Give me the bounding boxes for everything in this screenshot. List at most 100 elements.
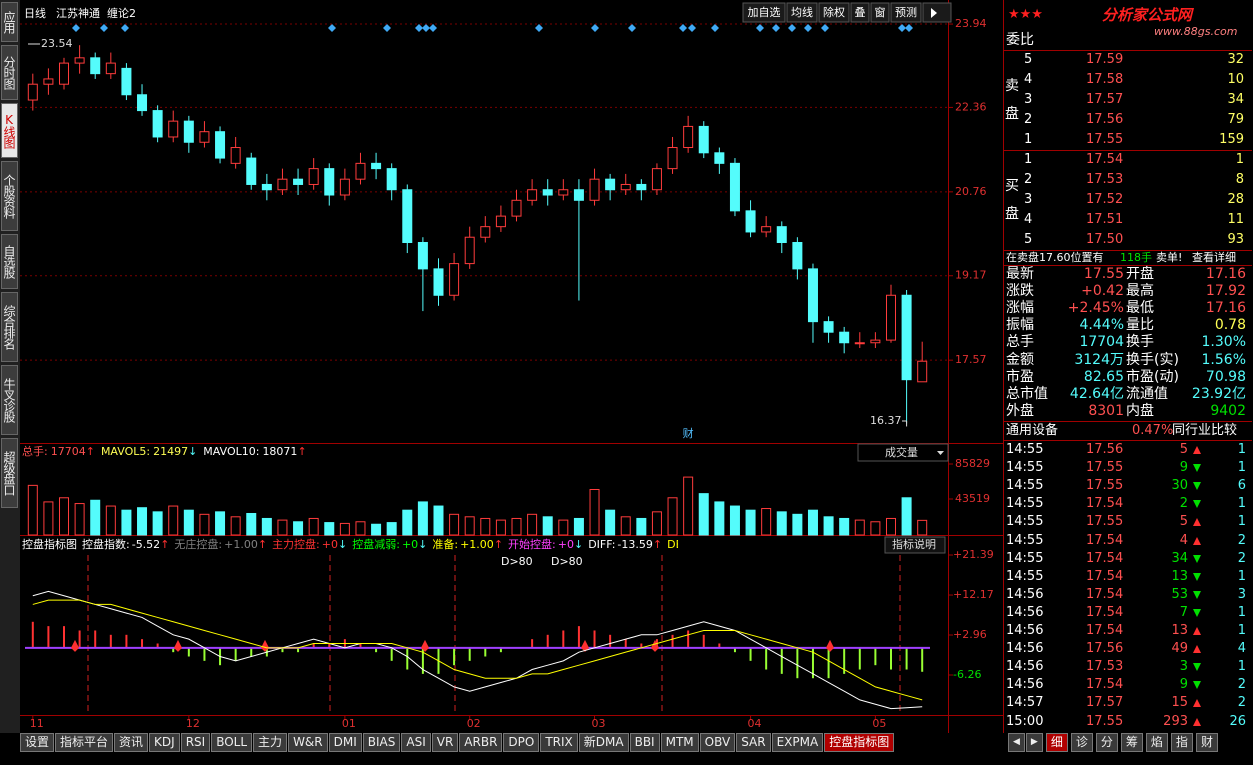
volume-bar bbox=[511, 517, 522, 536]
indicator-tab[interactable]: ARBR bbox=[459, 733, 503, 752]
toolbar-button-bg bbox=[786, 2, 818, 23]
sidebar-tab[interactable]: 分时图 bbox=[1, 45, 18, 100]
indicator-tab[interactable]: BIAS bbox=[362, 733, 401, 752]
selector-box[interactable] bbox=[857, 443, 949, 462]
toolbar-button[interactable]: 加自选 bbox=[748, 6, 781, 19]
indicator-tab[interactable]: BBI bbox=[629, 733, 660, 752]
toolbar-button[interactable]: 除权 bbox=[823, 5, 845, 19]
row: 委比 www.88gs.com bbox=[1004, 25, 1252, 50]
volume-bar bbox=[215, 511, 226, 536]
indicator-tab[interactable]: 新DMA bbox=[578, 733, 629, 752]
tick-price: 17.54 bbox=[1086, 532, 1124, 548]
panel-tab[interactable]: 指 bbox=[1170, 733, 1193, 752]
volume-bar bbox=[27, 484, 38, 536]
explain-button[interactable] bbox=[884, 536, 946, 554]
row: 5 17.50 93 bbox=[1004, 230, 1252, 250]
candle-body bbox=[215, 131, 226, 159]
panel-tab[interactable]: 财 bbox=[1195, 733, 1218, 752]
volume-bar bbox=[324, 522, 335, 536]
candle-body bbox=[433, 268, 444, 296]
sidebar-tab[interactable]: 个股资料 bbox=[1, 161, 18, 231]
quote-panel: ★★★ 分析家公式网 委比 www.88gs.com 5 17.59 32 4 17.58 10 3… bbox=[1003, 0, 1253, 733]
signal-diamond bbox=[756, 24, 764, 32]
sidebar-tab[interactable]: 自选股 bbox=[1, 234, 18, 289]
toolbar-button[interactable]: 窗 bbox=[875, 5, 886, 19]
volume-bar bbox=[527, 513, 538, 536]
indicator-tab[interactable]: W&R bbox=[288, 733, 328, 752]
industry-link[interactable]: 同行业比较 bbox=[1172, 423, 1238, 438]
indicator-tab[interactable]: EXPMA bbox=[771, 733, 824, 752]
indicator-tab[interactable]: 控盘指标图 bbox=[824, 733, 895, 752]
volume-bar bbox=[542, 516, 553, 536]
row: 14:56 17.56 49 4 bbox=[1004, 640, 1252, 658]
tick-price: 17.56 bbox=[1086, 442, 1124, 457]
tick-time: 15:00 bbox=[1006, 713, 1044, 729]
indicator-tab[interactable]: OBV bbox=[699, 733, 736, 752]
price: 17.54 bbox=[1086, 152, 1124, 167]
indicator-tab[interactable]: KDJ bbox=[149, 733, 180, 752]
volume-bar bbox=[651, 511, 662, 536]
selector[interactable]: 成交量 bbox=[885, 445, 918, 459]
volume: 34 bbox=[1227, 92, 1244, 107]
panel-tab[interactable]: 分 bbox=[1095, 733, 1118, 752]
legend-label: MAVOL5: bbox=[101, 445, 150, 458]
sidebar-tab[interactable]: K线图 bbox=[1, 103, 18, 158]
indicator-tab[interactable]: RSI bbox=[180, 733, 211, 752]
indicator-tab[interactable]: MTM bbox=[660, 733, 699, 752]
volume-bar bbox=[74, 503, 85, 536]
volume: 11 bbox=[1227, 212, 1244, 227]
signal-diamond bbox=[772, 24, 780, 32]
candle-body bbox=[573, 189, 584, 201]
legend-label: 控盘指数: bbox=[82, 537, 130, 551]
indicator-tab[interactable]: SAR bbox=[736, 733, 771, 752]
stat-label: 最新 bbox=[1006, 266, 1034, 282]
toolbar-button[interactable]: 叠 bbox=[855, 6, 866, 19]
y-tick-label: +12.17 bbox=[953, 588, 994, 601]
indicator-tab[interactable]: TRIX bbox=[540, 733, 578, 752]
tick-volume: 13 bbox=[1171, 568, 1188, 584]
panel-tab[interactable]: 筹 bbox=[1120, 733, 1143, 752]
sidebar-tab[interactable]: 牛叉诊股 bbox=[1, 365, 18, 435]
stat-label: 市盈(动) bbox=[1126, 368, 1179, 385]
indicator-tab[interactable]: 指标平台 bbox=[55, 733, 114, 752]
indicator-tab[interactable]: BOLL bbox=[211, 733, 253, 752]
candle-body bbox=[792, 241, 803, 270]
volume-bar bbox=[417, 501, 428, 536]
stat-value: 17.92 bbox=[1205, 283, 1246, 300]
indicator-tab[interactable]: 主力 bbox=[253, 733, 288, 752]
tick-time: 14:55 bbox=[1006, 532, 1044, 548]
sidebar-tab[interactable]: 应用 bbox=[1, 2, 18, 42]
indicator-tab[interactable]: 设置 bbox=[20, 733, 55, 752]
menu-button[interactable] bbox=[922, 2, 952, 23]
tick-time: 14:55 bbox=[1006, 460, 1044, 476]
event-marker[interactable]: 财 bbox=[683, 426, 694, 440]
panel-tab[interactable]: 诊 bbox=[1070, 733, 1093, 752]
tick-time: 14:55 bbox=[1006, 478, 1044, 494]
alert-link[interactable]: 查看详细 bbox=[1192, 251, 1236, 264]
volume-bar bbox=[433, 505, 444, 536]
sidebar-tab[interactable]: 超级盘口 bbox=[1, 438, 18, 508]
indicator-tab[interactable]: ASI bbox=[401, 733, 431, 752]
explain-label[interactable]: 指标说明 bbox=[892, 537, 936, 551]
scroll-button[interactable]: ◀ bbox=[1008, 733, 1025, 752]
sidebar-tab[interactable]: 综合排名 bbox=[1, 292, 18, 362]
tick-time: 14:56 bbox=[1006, 677, 1044, 693]
toolbar-button[interactable]: 均线 bbox=[791, 5, 813, 19]
tick-count: 1 bbox=[1237, 442, 1246, 457]
toolbar-button[interactable]: 预测 bbox=[895, 6, 917, 19]
indicator-tab[interactable]: DPO bbox=[503, 733, 540, 752]
candle-body bbox=[121, 67, 132, 96]
candle-body bbox=[683, 125, 694, 149]
legend-value: +1.00 bbox=[224, 538, 258, 551]
signal-diamond bbox=[628, 24, 636, 32]
stat-value: 70.98 bbox=[1205, 368, 1246, 385]
signal-diamond bbox=[328, 24, 336, 32]
indicator-tab[interactable]: DMI bbox=[328, 733, 362, 752]
stat-value: 1.30% bbox=[1201, 334, 1246, 351]
panel-tab[interactable]: 焰 bbox=[1145, 733, 1168, 752]
sidebar: 应用分时图 K线图个股资料自选股综合排名牛叉诊股超级盘口 bbox=[0, 0, 20, 733]
indicator-tab[interactable]: 资讯 bbox=[114, 733, 149, 752]
scroll-button[interactable]: ▶ bbox=[1025, 733, 1043, 752]
indicator-tab[interactable]: VR bbox=[431, 733, 459, 752]
panel-tab[interactable]: 细 bbox=[1045, 733, 1068, 752]
